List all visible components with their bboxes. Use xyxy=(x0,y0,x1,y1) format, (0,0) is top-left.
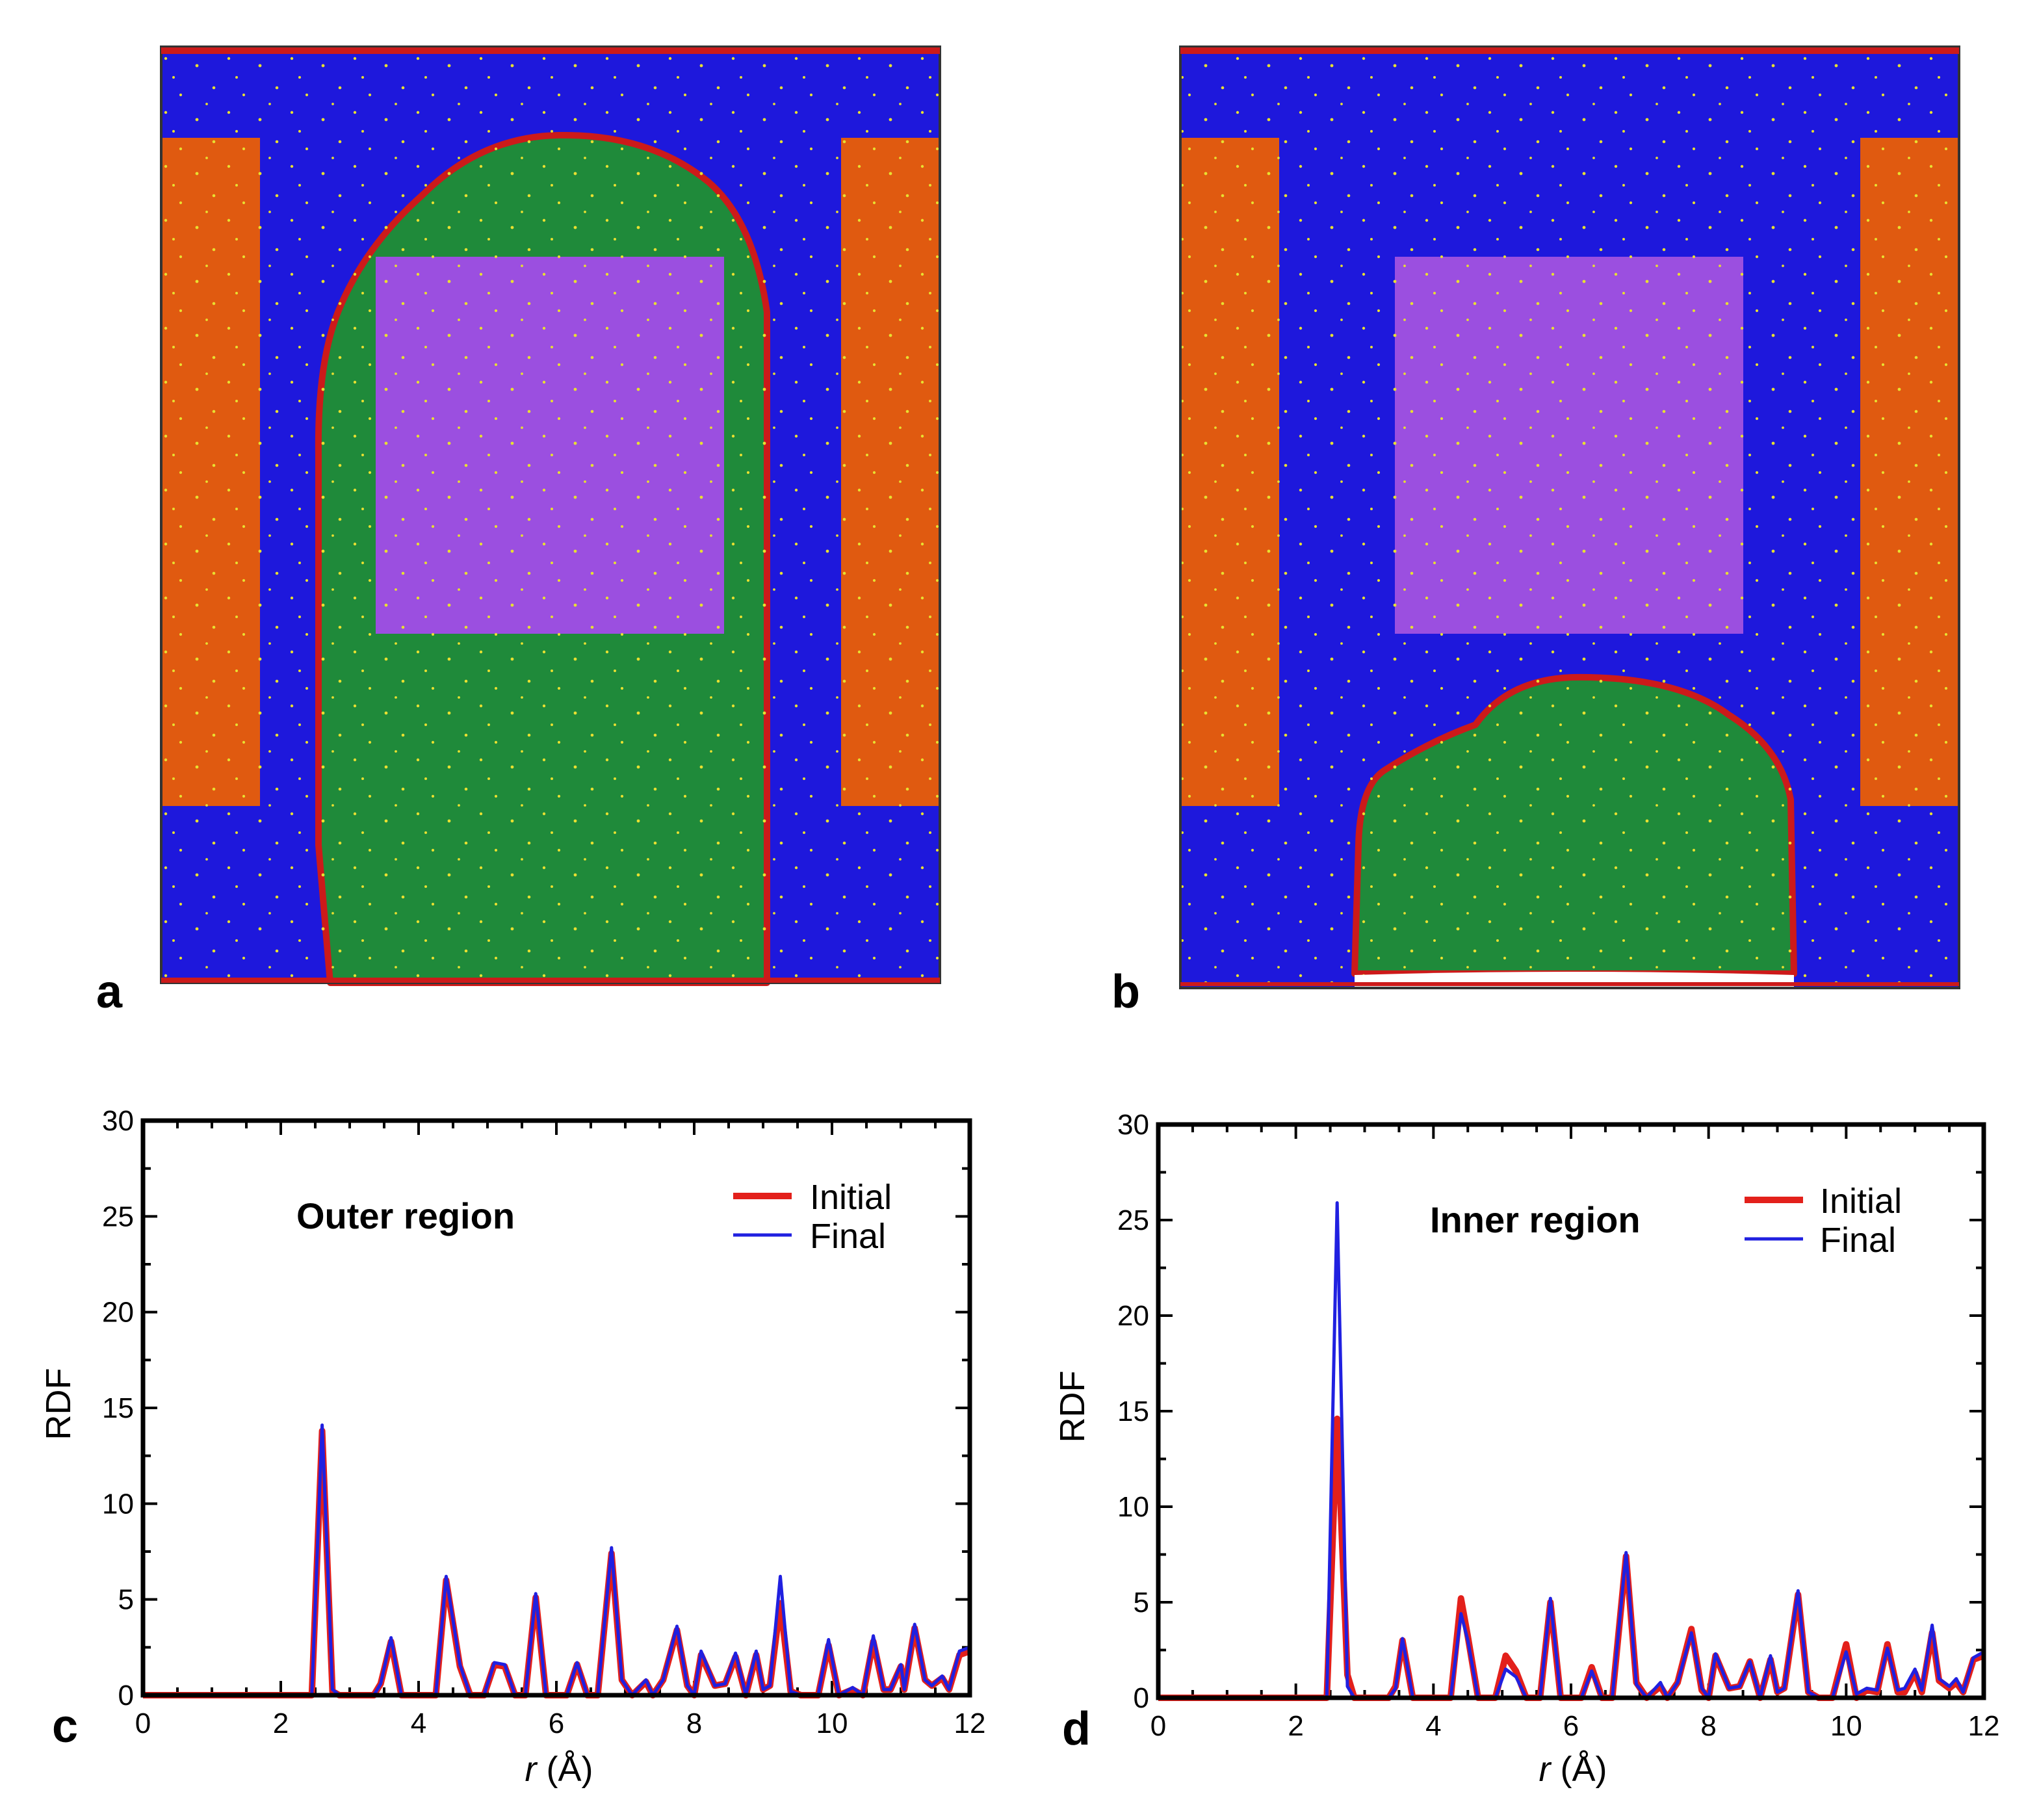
chart-d-x-tick-label: 0 xyxy=(1150,1710,1166,1742)
chart-c-legend-label-initial: Initial xyxy=(810,1178,892,1217)
chart-c-xlabel: r (Å) xyxy=(525,1750,593,1789)
chart-d-y-tick-label: 25 xyxy=(1117,1204,1149,1236)
chart-c-series-final xyxy=(143,1424,970,1697)
chart-c-y-tick-label: 25 xyxy=(102,1201,134,1232)
panel-b-particles xyxy=(1180,47,1959,988)
chart-d-series-final xyxy=(1158,1201,1985,1700)
chart-d-plot-frame xyxy=(1156,1122,1986,1700)
chart-d-x-tick-label: 6 xyxy=(1563,1710,1579,1742)
chart-c-y-tick-label: 30 xyxy=(102,1105,134,1137)
chart-d-ylabel: RDF xyxy=(1053,1371,1092,1443)
chart-c-x-tick-label: 8 xyxy=(686,1708,702,1739)
chart-c-outer-region: Outer region RDF r (Å) c Initial Final 0… xyxy=(39,1105,985,1789)
chart-c-x-tick-label: 0 xyxy=(135,1708,151,1739)
chart-c-x-tick-label: 2 xyxy=(273,1708,289,1739)
chart-d-y-tick-label: 0 xyxy=(1134,1682,1149,1714)
chart-d-x-tick-label: 4 xyxy=(1425,1710,1441,1742)
panel-a-label: a xyxy=(96,966,123,1018)
chart-c-panel-label: c xyxy=(52,1700,78,1752)
chart-c-legend-label-final: Final xyxy=(810,1217,886,1256)
chart-d-x-tick-label: 10 xyxy=(1830,1710,1862,1742)
chart-d-y-tick-label: 10 xyxy=(1117,1491,1149,1523)
chart-d-legend-label-initial: Initial xyxy=(1820,1182,1902,1221)
chart-c-ylabel: RDF xyxy=(39,1368,78,1440)
chart-c-legend: Initial Final xyxy=(733,1178,892,1256)
panel-b-label: b xyxy=(1111,966,1140,1018)
chart-c-title: Outer region xyxy=(296,1195,515,1236)
chart-c-y-tick-label: 15 xyxy=(102,1392,134,1424)
chart-d-x-tick-label: 12 xyxy=(1968,1710,2000,1742)
chart-d-y-tick-label: 5 xyxy=(1134,1587,1149,1618)
chart-d-series-initial xyxy=(1158,1415,1985,1701)
chart-d-xlabel: r (Å) xyxy=(1539,1750,1607,1789)
chart-c-y-tick-label: 20 xyxy=(102,1297,134,1329)
panel-a-particles xyxy=(161,47,940,983)
chart-d-legend-label-final: Final xyxy=(1820,1221,1896,1260)
chart-d-y-tick-label: 30 xyxy=(1117,1109,1149,1141)
chart-d-x-tick-label: 8 xyxy=(1700,1710,1716,1742)
panel-b-simulation: b xyxy=(1111,46,1960,1018)
chart-d-title: Inner region xyxy=(1430,1199,1641,1240)
chart-d-inner-region: Inner region RDF r (Å) d Initial Final 0… xyxy=(1053,1109,1999,1789)
chart-c-y-tick-label: 5 xyxy=(118,1584,134,1616)
chart-c-x-tick-label: 12 xyxy=(954,1708,986,1739)
chart-d-y-tick-label: 15 xyxy=(1117,1396,1149,1427)
chart-c-x-tick-label: 6 xyxy=(549,1708,564,1739)
chart-c-y-tick-label: 0 xyxy=(118,1680,134,1711)
chart-c-x-tick-label: 10 xyxy=(816,1708,848,1739)
chart-c-x-tick-label: 4 xyxy=(411,1708,426,1739)
chart-c-series-initial xyxy=(143,1427,971,1698)
panel-b-frame xyxy=(1179,46,1960,989)
chart-d-panel-label: d xyxy=(1062,1703,1091,1755)
chart-c-y-tick-label: 10 xyxy=(102,1488,134,1520)
chart-d-x-tick-label: 2 xyxy=(1288,1710,1303,1742)
panel-a-simulation: a xyxy=(96,46,941,1018)
chart-d-legend: Initial Final xyxy=(1745,1182,1902,1260)
chart-d-y-tick-label: 20 xyxy=(1117,1300,1149,1332)
chart-c-plot-frame xyxy=(140,1118,972,1698)
